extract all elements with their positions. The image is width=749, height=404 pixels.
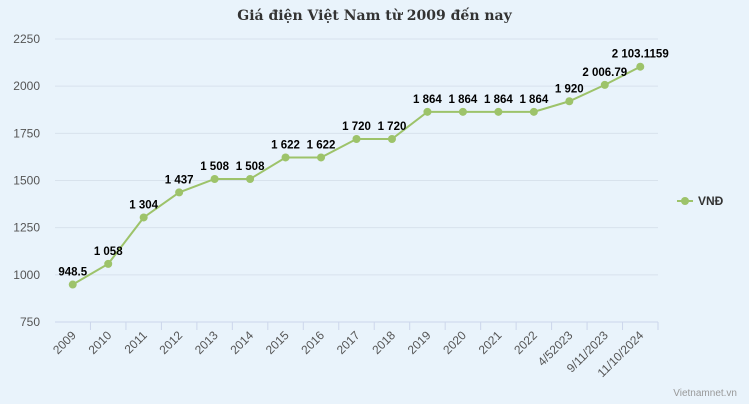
data-label-12: 1 864 [484, 94, 513, 106]
data-label-15: 2 006.79 [582, 67, 627, 79]
x-tick-label-3: 2012 [156, 328, 185, 357]
series-line-vnd [72, 65, 641, 286]
data-label-3: 1 437 [165, 174, 194, 186]
data-point-14 [565, 97, 574, 106]
y-tick-label-1000: 1000 [13, 268, 40, 282]
data-label-1: 1 058 [94, 246, 123, 258]
data-point-12 [494, 107, 503, 116]
x-tick-label-2: 2011 [122, 328, 150, 356]
data-point-5 [246, 174, 255, 183]
y-axis-ticks: 750 1000 1250 1500 1750 2000 2250 [13, 32, 40, 329]
data-labels: 948.5 1 058 1 304 1 437 1 508 1 508 1 622 1 622… [58, 49, 668, 279]
data-points [68, 62, 645, 289]
data-point-0 [68, 280, 77, 289]
data-label-8: 1 720 [342, 121, 371, 133]
data-point-8 [352, 134, 361, 143]
data-point-16 [636, 62, 645, 71]
data-label-4: 1 508 [200, 161, 229, 173]
data-label-9: 1 720 [378, 121, 407, 133]
x-tick-label-6: 2015 [263, 328, 292, 357]
x-axis-ticks: 2009 2010 2011 2012 2013 2014 2015 2016 2017 2018… [50, 322, 659, 380]
data-label-14: 1 920 [555, 83, 584, 95]
grid-lines [55, 38, 658, 276]
data-point-3 [175, 188, 184, 197]
data-point-4 [210, 174, 219, 183]
data-point-6 [281, 153, 290, 162]
x-tick-label-11: 2020 [440, 328, 469, 357]
y-tick-label-1750: 1750 [13, 126, 40, 140]
x-tick-label-8: 2017 [334, 328, 363, 357]
x-tick-label-1: 2010 [86, 328, 115, 357]
data-point-7 [317, 153, 326, 162]
legend-marker [681, 197, 689, 205]
x-tick-label-7: 2016 [298, 328, 327, 357]
y-tick-label-750: 750 [20, 315, 40, 329]
y-tick-label-1250: 1250 [13, 221, 40, 235]
data-point-15 [600, 80, 609, 89]
x-tick-label-0: 2009 [50, 328, 79, 357]
source-credit: Vietnamnet.vn [673, 388, 737, 399]
data-point-13 [529, 107, 538, 116]
x-tick-label-13: 2022 [511, 328, 540, 357]
x-tick-label-9: 2018 [369, 328, 398, 357]
x-tick-label-12: 2021 [476, 328, 505, 357]
data-label-5: 1 508 [236, 161, 265, 173]
data-point-2 [139, 213, 148, 222]
legend[interactable]: VNĐ [677, 194, 724, 208]
x-tick-label-4: 2013 [192, 328, 221, 357]
chart-title: Giá điện Việt Nam từ 2009 đến nay [237, 8, 512, 24]
data-label-16: 2 103.1159 [612, 49, 669, 61]
y-tick-label-2250: 2250 [13, 32, 40, 46]
data-label-13: 1 864 [519, 94, 548, 106]
data-label-10: 1 864 [413, 94, 442, 106]
data-point-11 [458, 107, 467, 116]
x-tick-label-10: 2019 [405, 328, 434, 357]
data-point-10 [423, 107, 432, 116]
y-tick-label-2000: 2000 [13, 79, 40, 93]
data-label-6: 1 622 [271, 139, 300, 151]
data-label-0: 948.5 [58, 267, 87, 279]
data-point-9 [387, 134, 396, 143]
x-tick-label-5: 2014 [227, 328, 256, 357]
data-label-7: 1 622 [307, 139, 336, 151]
legend-label-vnd: VNĐ [698, 194, 724, 208]
data-label-11: 1 864 [449, 94, 478, 106]
y-tick-label-1500: 1500 [13, 174, 40, 188]
data-point-1 [104, 259, 113, 268]
data-label-2: 1 304 [129, 199, 158, 211]
